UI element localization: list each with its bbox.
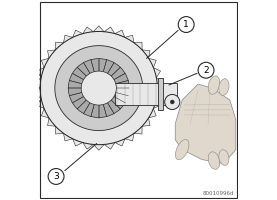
Polygon shape — [35, 88, 41, 98]
Polygon shape — [93, 26, 104, 32]
Ellipse shape — [40, 31, 157, 145]
Ellipse shape — [55, 46, 143, 131]
Polygon shape — [125, 35, 134, 43]
Circle shape — [178, 17, 194, 32]
Polygon shape — [63, 133, 73, 141]
Polygon shape — [73, 139, 83, 146]
Ellipse shape — [81, 71, 116, 105]
Text: 80010996d: 80010996d — [202, 191, 234, 196]
Polygon shape — [134, 126, 142, 134]
Ellipse shape — [219, 150, 229, 165]
Polygon shape — [83, 143, 93, 149]
Polygon shape — [104, 27, 115, 34]
Polygon shape — [115, 30, 125, 37]
Polygon shape — [157, 78, 163, 88]
Polygon shape — [115, 139, 125, 146]
Bar — [158, 78, 163, 110]
Polygon shape — [73, 30, 83, 37]
Polygon shape — [148, 109, 156, 118]
Ellipse shape — [208, 152, 220, 169]
Polygon shape — [55, 42, 63, 50]
Ellipse shape — [40, 31, 157, 145]
Polygon shape — [55, 126, 63, 134]
Circle shape — [198, 62, 214, 78]
Ellipse shape — [208, 76, 220, 94]
Polygon shape — [83, 27, 93, 34]
Polygon shape — [142, 50, 150, 58]
Polygon shape — [35, 78, 41, 88]
Text: 1: 1 — [183, 20, 189, 29]
Polygon shape — [37, 68, 44, 78]
Polygon shape — [63, 35, 73, 43]
Polygon shape — [48, 50, 55, 58]
Polygon shape — [175, 84, 236, 164]
Polygon shape — [104, 143, 115, 149]
Polygon shape — [142, 118, 150, 126]
Polygon shape — [148, 58, 156, 68]
Polygon shape — [125, 133, 134, 141]
Polygon shape — [37, 98, 44, 109]
Polygon shape — [48, 118, 55, 126]
Ellipse shape — [175, 139, 189, 160]
Polygon shape — [41, 58, 49, 68]
Circle shape — [165, 94, 180, 110]
Circle shape — [48, 169, 64, 184]
Text: 3: 3 — [53, 172, 59, 181]
Polygon shape — [93, 144, 104, 150]
Circle shape — [170, 100, 174, 104]
Polygon shape — [41, 109, 49, 118]
Ellipse shape — [68, 59, 129, 118]
Polygon shape — [134, 42, 142, 50]
Polygon shape — [153, 68, 160, 78]
Polygon shape — [153, 98, 160, 109]
FancyBboxPatch shape — [115, 83, 177, 105]
Ellipse shape — [219, 79, 229, 95]
Polygon shape — [157, 88, 163, 98]
Text: 2: 2 — [203, 66, 209, 75]
